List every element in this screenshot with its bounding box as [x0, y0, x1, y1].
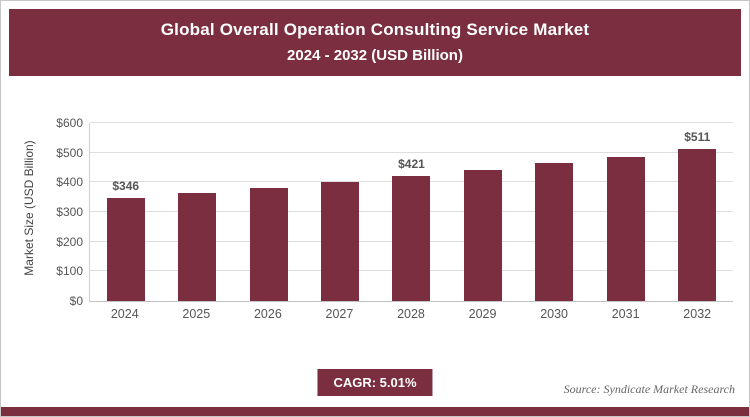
bar-slot: $421 — [376, 123, 447, 301]
y-axis-title: Market Size (USD Billion) — [22, 140, 36, 276]
x-tick-label: 2032 — [683, 307, 712, 321]
bar-value-label: $346 — [112, 179, 140, 194]
bar — [606, 156, 645, 301]
x-tick-label: 2024 — [110, 307, 139, 321]
chart-header: Global Overall Operation Consulting Serv… — [9, 9, 741, 76]
bar — [535, 163, 574, 301]
bar-slot — [233, 123, 304, 301]
x-tick-label: 2026 — [253, 307, 282, 321]
y-tick-label: $100 — [56, 264, 83, 279]
source-attribution: Source: Syndicate Market Research — [563, 382, 735, 396]
y-tick-label: $300 — [56, 205, 83, 219]
bar — [321, 182, 360, 301]
gridline — [90, 151, 733, 153]
y-tick-label: $0 — [69, 294, 83, 308]
y-tick-label: $500 — [56, 145, 83, 160]
bar — [106, 198, 145, 301]
bar — [249, 187, 288, 301]
x-tick-label: 2025 — [182, 307, 211, 321]
x-tick-label: 2031 — [611, 307, 640, 321]
bar — [678, 149, 717, 301]
bar-slot — [161, 123, 232, 301]
chart-subtitle: 2024 - 2032 (USD Billion) — [287, 47, 463, 64]
x-tick-label: 2030 — [540, 307, 568, 321]
x-tick-label: 2029 — [468, 307, 497, 321]
bar-value-label: $421 — [398, 157, 425, 172]
bar-value-label: $511 — [684, 130, 711, 145]
bottom-accent-strip — [1, 407, 749, 416]
bar-slot — [447, 123, 518, 301]
plot-area: $346 $421 $511 — [89, 122, 733, 302]
bar — [463, 169, 502, 301]
bar-slot — [519, 123, 590, 301]
y-tick-label: $400 — [56, 175, 83, 190]
x-tick-label: 2028 — [397, 307, 425, 321]
bar — [392, 176, 431, 301]
bar-slot — [590, 123, 661, 301]
cagr-badge: CAGR: 5.01% — [317, 369, 433, 396]
x-tick-label: 2027 — [325, 307, 354, 321]
y-tick-label: $200 — [56, 234, 83, 249]
bar — [178, 193, 217, 301]
bar-slot: $346 — [90, 123, 161, 301]
y-axis-tick-labels: $0 $100 $200 $300 $400 $500 $600 — [39, 116, 83, 308]
bar-slot: $511 — [662, 123, 733, 301]
x-axis-tick-labels: 2024 2025 2026 2027 2028 2029 2030 2031 2032 — [89, 307, 733, 325]
y-tick-label: $600 — [56, 116, 83, 130]
chart-title: Global Overall Operation Consulting Serv… — [160, 20, 590, 39]
bar-slot — [304, 123, 375, 301]
gridline — [90, 122, 733, 123]
